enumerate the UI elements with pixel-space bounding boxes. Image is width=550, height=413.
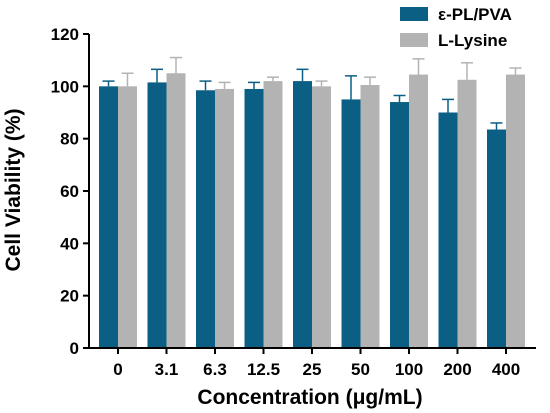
bar-pl-pva-3.1 xyxy=(147,82,167,349)
y-tick-label: 40 xyxy=(60,234,79,253)
bar-l-lysine-0 xyxy=(118,86,137,348)
bar-l-lysine-400 xyxy=(506,74,525,348)
bar-l-lysine-200 xyxy=(457,79,477,349)
y-tick-label: 80 xyxy=(60,130,79,149)
x-tick-label: 6.3 xyxy=(203,360,227,379)
y-tick-label: 100 xyxy=(51,77,79,96)
x-tick-label: 3.1 xyxy=(155,360,179,379)
y-tick-label: 120 xyxy=(51,25,79,44)
x-axis-title: Concentration (μg/mL) xyxy=(197,386,422,409)
bar-l-lysine-25 xyxy=(312,86,331,348)
bar-l-lysine-12.5 xyxy=(263,81,283,348)
legend-swatch-e-pl-pva xyxy=(400,7,428,21)
ticks-group: 0 20 40 60 80 100 120 0 3.1 6.3 12.5 25 50 100 200 400 xyxy=(51,25,521,379)
x-tick-label: 100 xyxy=(395,360,423,379)
bar-l-lysine-3.1 xyxy=(166,73,186,348)
bar-l-lysine-50 xyxy=(360,85,380,349)
legend-label-l-lysine: L-Lysine xyxy=(438,31,507,50)
y-axis-title: Cell Viability (%) xyxy=(2,109,25,272)
x-tick-label: 200 xyxy=(443,360,471,379)
bar-pl-pva-0 xyxy=(99,86,118,348)
legend: ε-PL/PVA L-Lysine xyxy=(400,5,512,50)
y-tick-label: 60 xyxy=(60,182,79,201)
legend-swatch-l-lysine xyxy=(400,33,428,47)
legend-label-e-pl-pva: ε-PL/PVA xyxy=(438,5,512,24)
bar-pl-pva-25 xyxy=(293,81,312,348)
bar-l-lysine-6.3 xyxy=(215,88,234,348)
bar-pl-pva-6.3 xyxy=(196,90,215,348)
x-tick-label: 25 xyxy=(303,360,322,379)
bar-pl-pva-100 xyxy=(390,102,409,349)
x-tick-label: 12.5 xyxy=(247,360,280,379)
x-tick-label: 0 xyxy=(113,360,122,379)
bar-pl-pva-200 xyxy=(438,112,458,348)
bar-pl-pva-12.5 xyxy=(244,88,264,348)
x-tick-label: 50 xyxy=(351,360,370,379)
bars-group xyxy=(99,56,525,349)
bar-pl-pva-50 xyxy=(341,99,361,349)
x-tick-label: 400 xyxy=(492,360,520,379)
bar-pl-pva-400 xyxy=(487,129,506,348)
y-tick-label: 20 xyxy=(60,287,79,306)
y-tick-label: 0 xyxy=(70,339,79,358)
bar-l-lysine-100 xyxy=(409,74,428,348)
